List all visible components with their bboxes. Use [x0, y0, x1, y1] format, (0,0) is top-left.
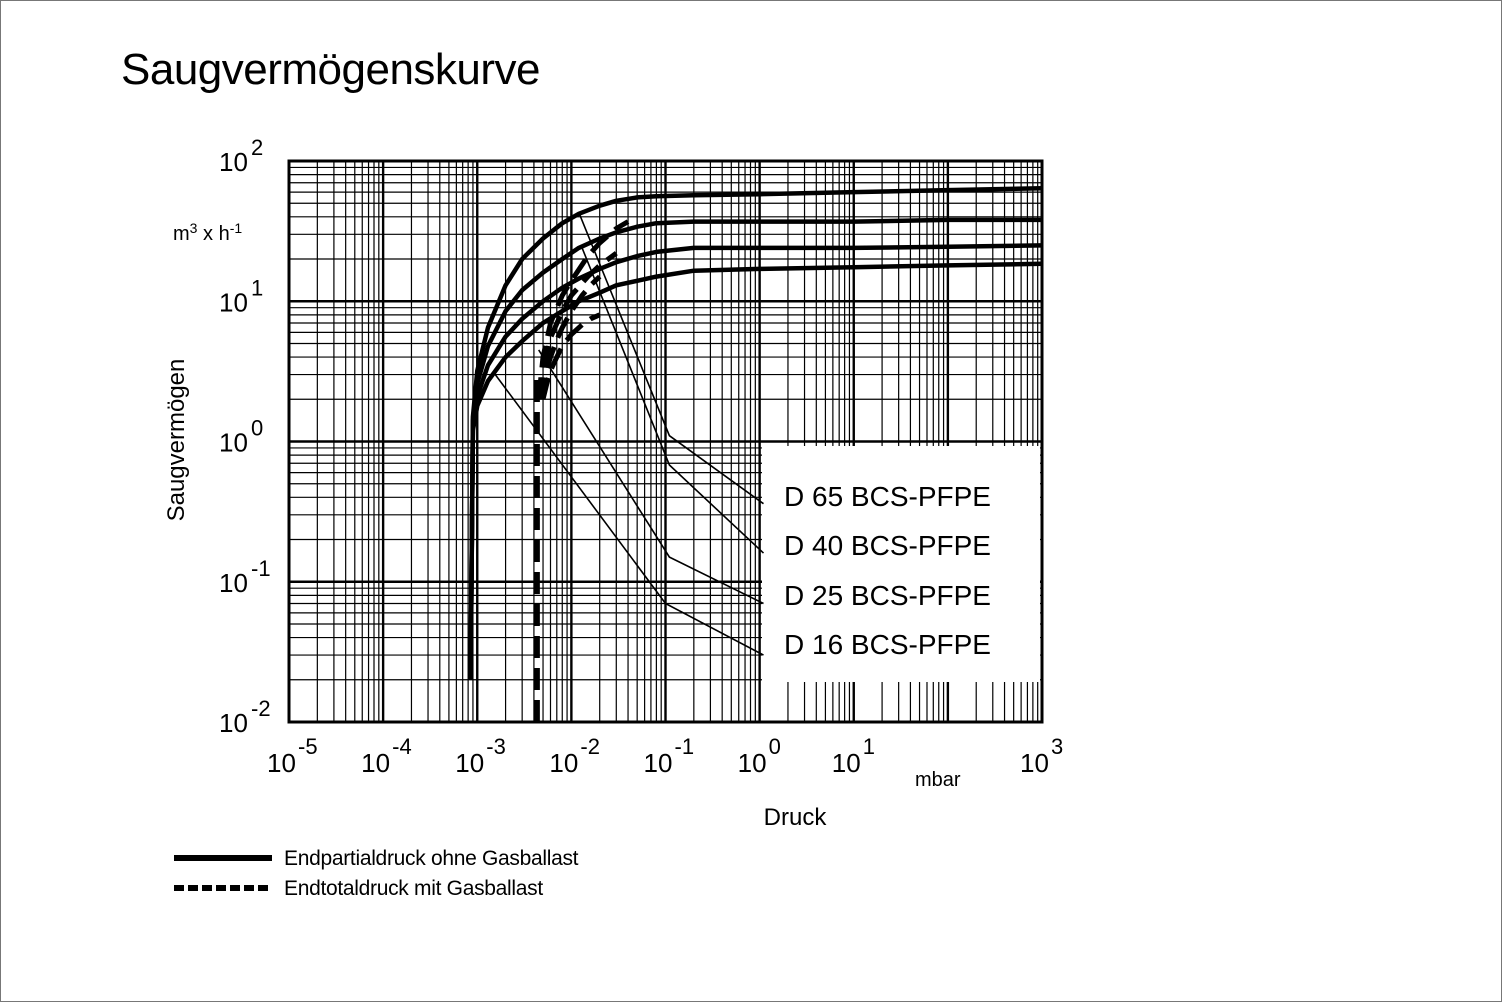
y-tick-base: 10 — [219, 287, 248, 317]
x-axis-unit: mbar — [915, 769, 961, 791]
y-tick-exponent: 2 — [251, 135, 263, 160]
x-tick-base: 10 — [1020, 748, 1049, 778]
annotation-leader-1 — [578, 212, 764, 505]
x-tick-base: 10 — [455, 748, 484, 778]
x-tick-exponent: -3 — [486, 734, 506, 759]
y-tick-label: 10 -2 — [219, 696, 271, 738]
series-dashed-3 — [538, 274, 602, 400]
legend-label-solid: Endpartialdruck ohne Gasballast — [284, 847, 579, 870]
series-label-4: D 16 BCS-PFPE — [784, 629, 991, 660]
series-solid-2 — [468, 217, 1042, 680]
x-tick-label: 10-5 — [267, 734, 318, 778]
y-tick-label: 10 -1 — [219, 556, 271, 598]
x-tick-label: 101 — [832, 734, 875, 778]
legend-label-dashed: Endtotaldruck mit Gasballast — [284, 877, 543, 900]
x-tick-exponent: -1 — [675, 734, 695, 759]
y-tick-exponent: 0 — [251, 416, 263, 441]
y-axis-label: Saugvermögen — [163, 359, 190, 522]
series-solid-4 — [468, 261, 1043, 680]
x-tick-base: 10 — [361, 748, 390, 778]
y-tick-base: 10 — [219, 428, 248, 458]
annotation-leaders: D 65 BCS-PFPE D 40 BCS-PFPE D 25 BCS-PFPE D… — [493, 212, 991, 660]
series-label-2: D 40 BCS-PFPE — [784, 530, 991, 561]
y-tick-exponent: 1 — [251, 275, 263, 300]
x-tick-exponent: -5 — [298, 734, 318, 759]
y-tick-exponent: -2 — [251, 696, 271, 721]
x-tick-label: 10-3 — [455, 734, 506, 778]
series-solid-3 — [468, 243, 1043, 680]
x-tick-base: 10 — [267, 748, 296, 778]
series-label-box — [762, 446, 1040, 682]
label-box — [762, 446, 1040, 682]
x-tick-exponent: -4 — [392, 734, 412, 759]
plot-border — [287, 159, 1044, 724]
series-solid-1 — [468, 185, 1043, 680]
y-tick-base: 10 — [219, 147, 248, 177]
annotation-leader-4 — [493, 372, 764, 656]
series-label-1: D 65 BCS-PFPE — [784, 481, 991, 512]
y-tick-base: 10 — [219, 708, 248, 738]
x-tick-base: 10 — [549, 748, 578, 778]
y-tick-label: 10 2 — [219, 135, 263, 177]
x-tick-label: 100 — [738, 734, 781, 778]
x-tick-exponent: 1 — [863, 734, 875, 759]
x-tick-exponent: 0 — [769, 734, 781, 759]
y-tick-base: 10 — [219, 568, 248, 598]
legend: Endpartialdruck ohne Gasballast Endtotald… — [174, 847, 579, 900]
annotation-leader-3 — [538, 349, 764, 605]
x-tick-base: 10 — [832, 748, 861, 778]
series-dashed-4 — [540, 312, 601, 400]
x-tick-exponent: 3 — [1051, 734, 1063, 759]
page-title: Saugvermögenskurve — [121, 45, 541, 94]
x-tick-label: 10-2 — [549, 734, 600, 778]
x-tick-base: 10 — [644, 748, 673, 778]
x-axis-label: Druck — [764, 804, 828, 831]
y-axis-unit: m3 x h-1 — [173, 220, 242, 245]
y-tick-exponent: -1 — [251, 556, 271, 581]
y-tick-label: 10 0 — [219, 416, 263, 458]
series-curves — [468, 185, 1043, 722]
x-tick-base: 10 — [738, 748, 767, 778]
x-tick-label: 103 — [1020, 734, 1063, 778]
x-tick-label: 10-4 — [361, 734, 412, 778]
x-tick-label: 10-1 — [644, 734, 695, 778]
x-tick-exponent: -2 — [580, 734, 600, 759]
series-label-3: D 25 BCS-PFPE — [784, 580, 991, 611]
y-tick-label: 10 1 — [219, 275, 263, 317]
annotation-leader-2 — [581, 247, 765, 554]
